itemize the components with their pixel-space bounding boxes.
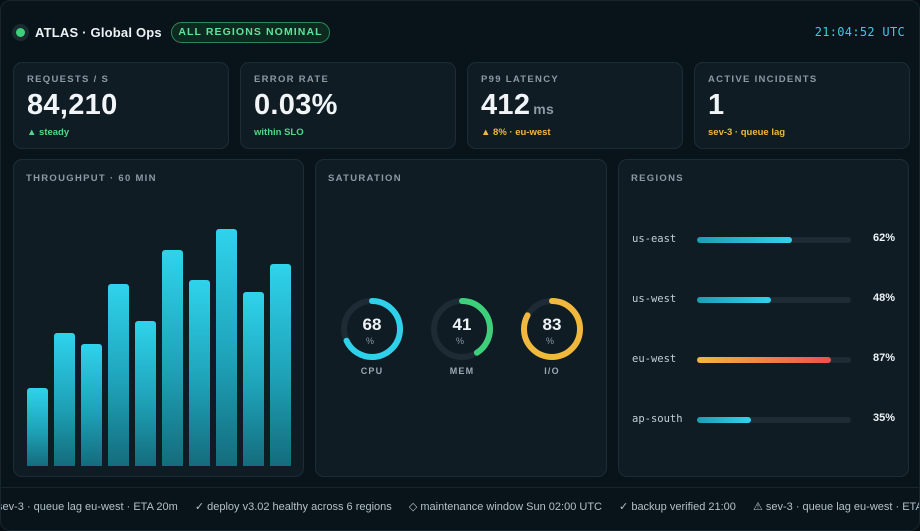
region-bar-fill (697, 417, 751, 423)
status-dot-icon (16, 28, 25, 37)
kpi-card-error-rate[interactable]: ERROR RATE 0.03% within SLO (240, 62, 456, 149)
app-title: ATLAS · Global Ops (35, 25, 162, 40)
region-bar-fill (697, 357, 831, 363)
region-name: us-east (632, 233, 677, 245)
throughput-bar[interactable] (162, 250, 183, 466)
region-row-ap-south[interactable]: ap-south 35% (619, 410, 909, 430)
status-ticker: sev-3 · queue lag eu-west · ETA 20m ✓ de… (1, 487, 919, 527)
gauge-unit: % (365, 336, 374, 346)
kpi-trend: ▲ steady (27, 127, 70, 138)
kpi-value: 412 ms (481, 89, 555, 121)
ticker-item: ⚠ sev-3 · queue lag eu-west · ETA 20m (752, 501, 919, 513)
throughput-bar[interactable] (108, 284, 129, 466)
gauge-label: CPU (360, 366, 384, 376)
kpi-value: 84,210 (27, 89, 118, 121)
throughput-bar[interactable] (189, 280, 210, 466)
region-bar-fill (697, 297, 771, 303)
gauge-ring (431, 298, 493, 360)
throughput-bar[interactable] (270, 264, 291, 466)
region-row-us-east[interactable]: us-east 62% (619, 230, 909, 250)
ticker-item: ✓ deploy v3.02 healthy across 6 regions (194, 501, 392, 513)
ticker-item: ✓ backup verified 21:00 (619, 501, 736, 513)
kpi-label: P99 LATENCY (481, 74, 559, 85)
region-bar-track (697, 417, 851, 423)
kpi-value: 0.03% (254, 89, 338, 121)
region-row-us-west[interactable]: us-west 48% (619, 290, 909, 310)
gauge-mem[interactable]: 41 % MEM (429, 296, 495, 386)
throughput-chart (14, 160, 304, 478)
status-badge[interactable]: ALL REGIONS NOMINAL (171, 22, 330, 43)
region-name: us-west (632, 293, 677, 305)
throughput-bar[interactable] (81, 344, 102, 466)
region-row-eu-west[interactable]: eu-west 87% (619, 350, 909, 370)
region-bar-track (697, 297, 851, 303)
region-bar-track (697, 357, 851, 363)
kpi-value: 1 (708, 89, 725, 121)
kpi-label: REQUESTS / S (27, 74, 110, 85)
ticker-track: sev-3 · queue lag eu-west · ETA 20m ✓ de… (1, 500, 919, 513)
kpi-card-active-incidents[interactable]: ACTIVE INCIDENTS 1 sev-3 · queue lag (694, 62, 910, 149)
kpi-label: ACTIVE INCIDENTS (708, 74, 818, 85)
header: ATLAS · Global Ops ALL REGIONS NOMINAL 2… (1, 1, 919, 63)
throughput-panel: THROUGHPUT · 60 MIN (13, 159, 304, 477)
region-pct: 48% (872, 292, 895, 304)
panel-title: REGIONS (631, 173, 684, 184)
gauge-io[interactable]: 83 % I/O (519, 296, 585, 386)
throughput-bar[interactable] (27, 388, 48, 466)
region-pct: 62% (872, 232, 895, 244)
panel-title: SATURATION (328, 173, 402, 184)
throughput-bar[interactable] (135, 321, 156, 466)
gauge-cpu[interactable]: 68 % CPU (339, 296, 405, 386)
throughput-bar[interactable] (243, 292, 264, 466)
region-name: ap-south (632, 413, 683, 425)
utc-clock: 21:04:52 UTC (814, 25, 905, 39)
gauge-ring (521, 298, 583, 360)
region-bar-fill (697, 237, 793, 243)
gauge-ring (341, 298, 403, 360)
ticker-item: ◇ maintenance window Sun 02:00 UTC (408, 501, 602, 513)
gauge-label: I/O (544, 366, 560, 376)
region-pct: 87% (872, 352, 895, 364)
kpi-trend: within SLO (254, 127, 304, 138)
regions-panel: REGIONS us-east 62% us-west 48% eu-west … (618, 159, 909, 477)
kpi-card-requests[interactable]: REQUESTS / S 84,210 ▲ steady (13, 62, 229, 149)
gauge-label: MEM (449, 366, 475, 376)
region-name: eu-west (632, 353, 677, 365)
gauge-value: 83 (542, 315, 562, 334)
kpi-unit: ms (533, 101, 555, 117)
throughput-bar[interactable] (54, 333, 75, 466)
kpi-card-p99-latency[interactable]: P99 LATENCY 412 ms ▲ 8% · eu-west (467, 62, 683, 149)
ticker-item: sev-3 · queue lag eu-west · ETA 20m (1, 501, 178, 513)
region-bar-track (697, 237, 851, 243)
gauge-value: 41 (452, 315, 472, 334)
kpi-trend: ▲ 8% · eu-west (481, 127, 551, 138)
gauge-unit: % (455, 336, 464, 346)
saturation-panel: SATURATION 68 % CPU 41 % MEM 83 (315, 159, 607, 477)
gauge-value: 68 (362, 315, 382, 334)
region-pct: 35% (872, 412, 895, 424)
gauge-unit: % (545, 336, 554, 346)
kpi-trend: sev-3 · queue lag (708, 127, 786, 138)
panel-title: THROUGHPUT · 60 MIN (26, 173, 157, 184)
kpi-label: ERROR RATE (254, 74, 330, 85)
throughput-bar[interactable] (216, 229, 237, 466)
